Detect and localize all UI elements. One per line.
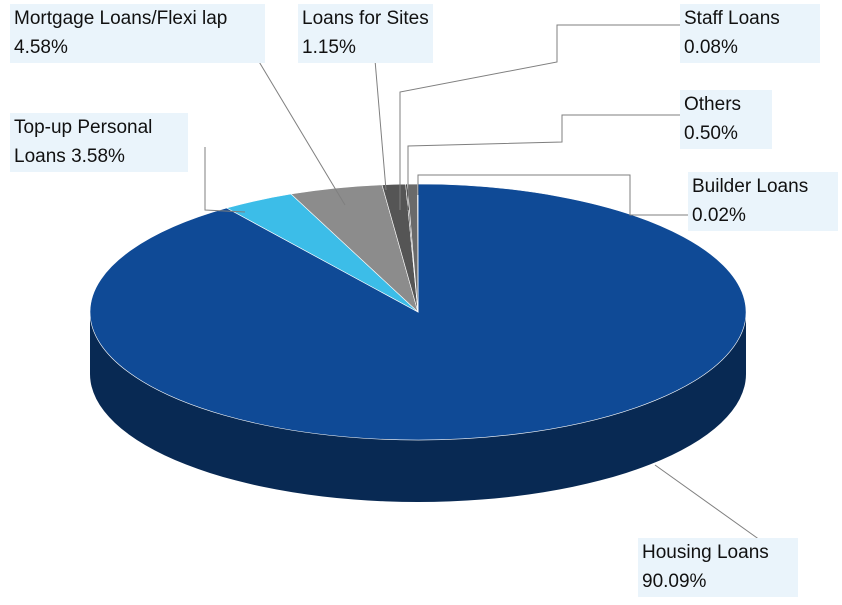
category-name: Housing Loans <box>642 542 769 563</box>
category-name: Mortgage Loans/Flexi lap <box>14 8 228 29</box>
value-label: 1.15% <box>302 37 356 59</box>
value-label: 0.08% <box>684 37 738 59</box>
value-label: 90.09% <box>642 571 707 593</box>
leader-line <box>204 147 246 213</box>
value-label: 0.50% <box>684 123 738 145</box>
category-name: Others <box>684 94 742 115</box>
data-label: Others 0.50% <box>680 90 772 149</box>
data-label: Loans for Sites 1.15% <box>298 4 433 63</box>
slice-side <box>90 312 746 502</box>
data-label: Builder Loans 0.02% <box>688 172 838 231</box>
data-label: Top-up Personal Loans 3.58% <box>10 113 188 172</box>
leader-line <box>374 59 387 191</box>
category-name: Loans for Sites <box>302 8 429 29</box>
leader-line <box>257 59 346 206</box>
value-label: 4.58% <box>14 37 68 59</box>
leader-line <box>654 464 761 541</box>
category-name: Builder Loans <box>692 176 809 197</box>
category-name: Staff Loans <box>684 8 780 29</box>
data-label: Staff Loans 0.08% <box>680 4 820 63</box>
category-name: Top-up Personal Loans <box>14 117 153 168</box>
value-label: 3.58% <box>71 146 125 168</box>
leader-line <box>417 174 688 216</box>
leader-line <box>399 24 680 210</box>
data-label: Mortgage Loans/Flexi lap 4.58% <box>10 4 265 63</box>
leader-line <box>407 114 680 210</box>
data-label: Housing Loans 90.09% <box>638 538 798 597</box>
value-label: 0.02% <box>692 205 746 227</box>
